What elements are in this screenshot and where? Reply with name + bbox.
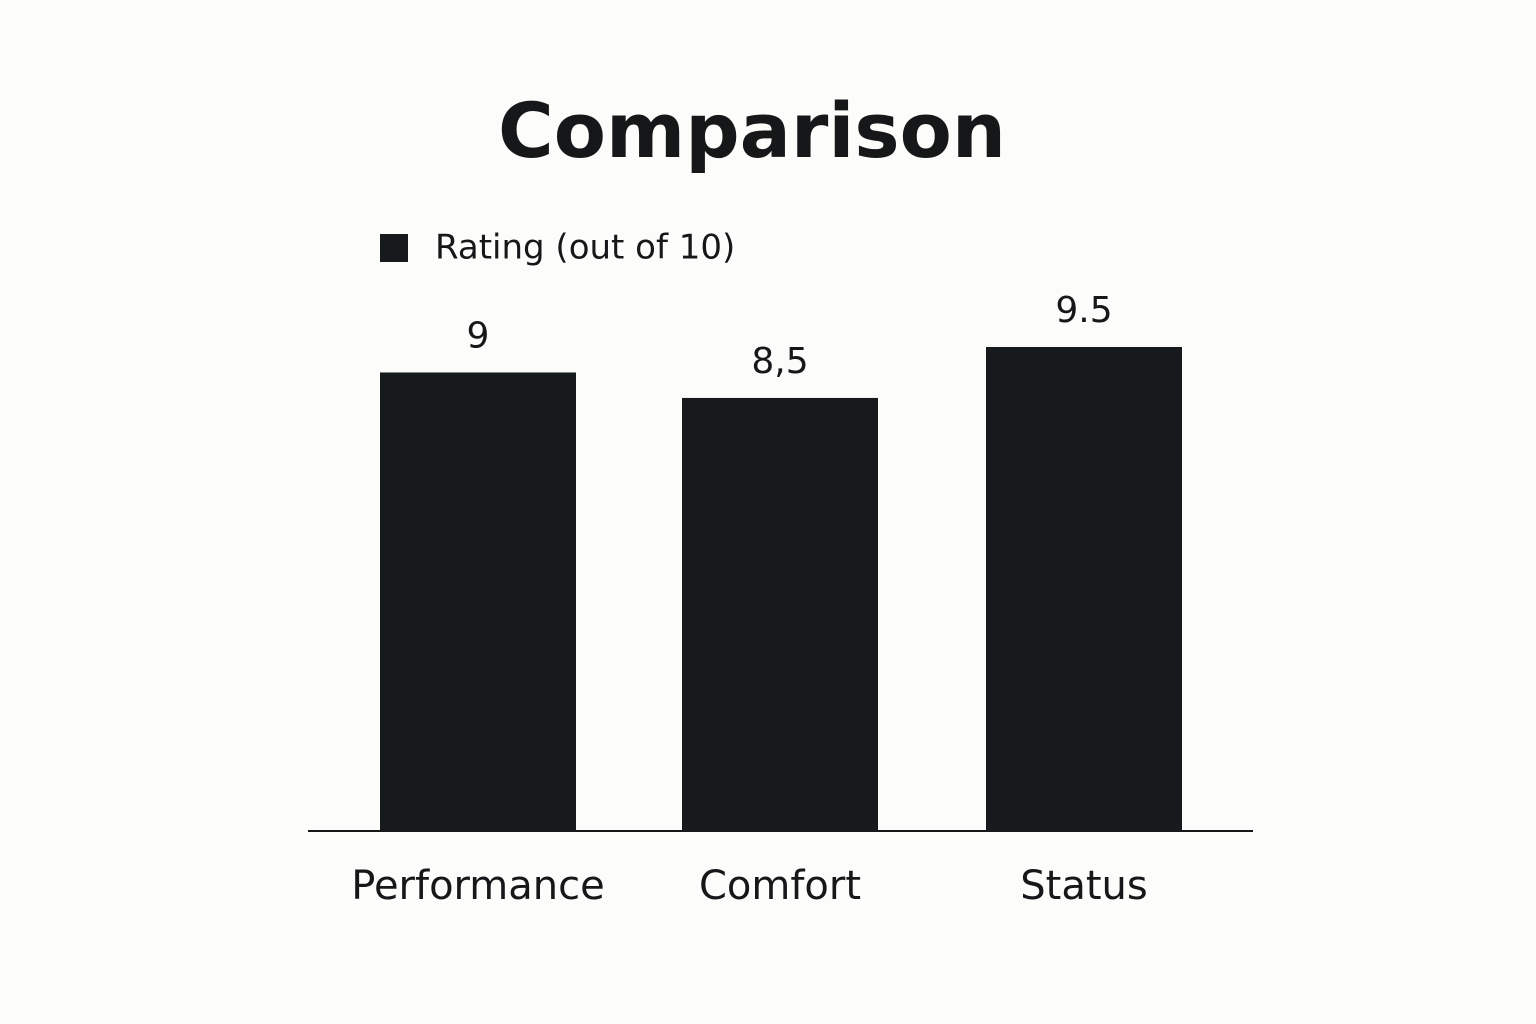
bar: [682, 397, 878, 831]
x-tick-label: Status: [1020, 863, 1147, 909]
legend-label: Rating (out of 10): [435, 228, 735, 268]
x-tick-label: Performance: [351, 863, 604, 909]
chart-title: Comparison: [498, 86, 1006, 175]
legend-swatch: [380, 234, 408, 262]
value-label: 9: [467, 315, 490, 356]
value-label: 9.5: [1055, 290, 1112, 331]
x-tick-label: Comfort: [699, 863, 861, 909]
bar: [380, 372, 576, 831]
value-label: 8,5: [751, 341, 808, 382]
bar: [986, 347, 1182, 831]
